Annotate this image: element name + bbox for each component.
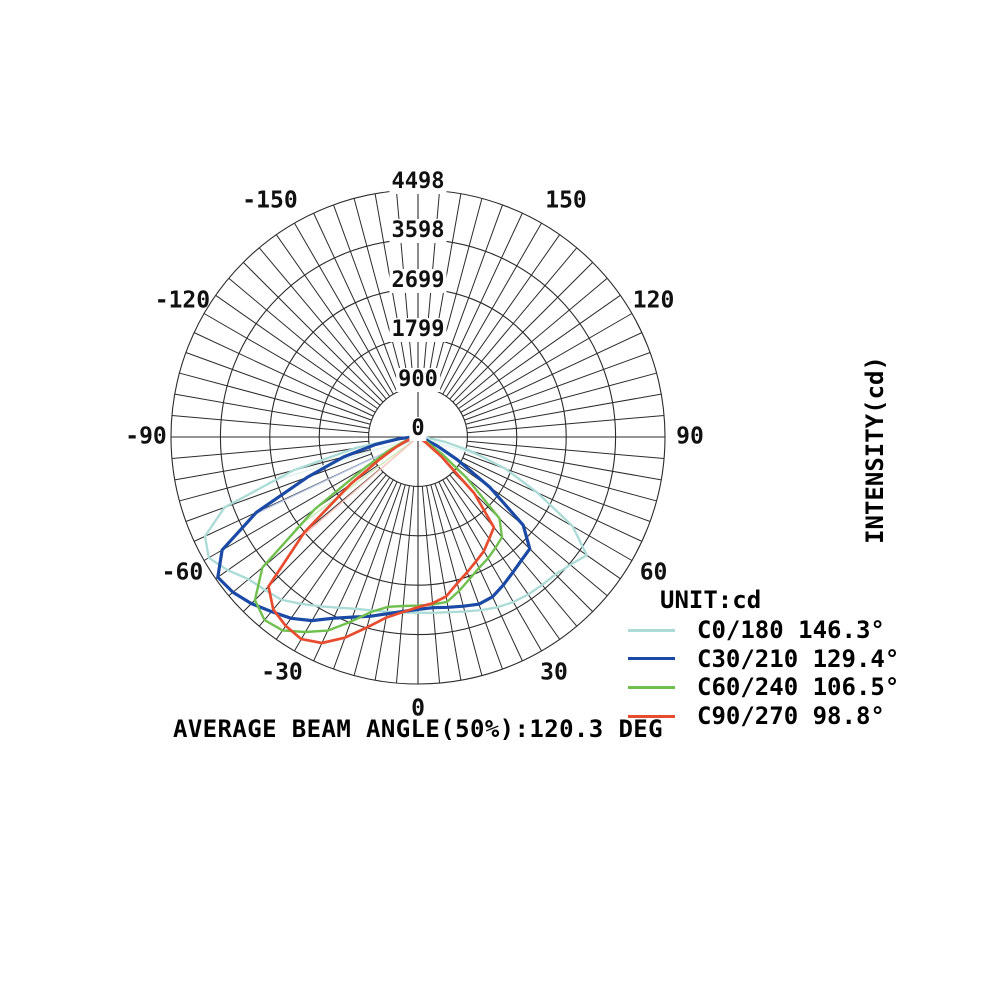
- grid-spoke: [374, 485, 410, 681]
- radial-tick-label-3598: 3598: [389, 218, 447, 244]
- grid-spoke: [449, 247, 578, 400]
- beam-ray-C60-240: [294, 436, 419, 530]
- grid-spoke: [421, 486, 441, 684]
- grid-spoke: [171, 414, 369, 434]
- grid-spoke: [179, 372, 371, 425]
- angle-tick-label-120: 120: [632, 287, 675, 314]
- grid-spoke: [434, 483, 503, 670]
- grid-spoke: [449, 474, 578, 627]
- grid-spoke: [434, 204, 503, 391]
- grid-spoke: [445, 234, 561, 397]
- angle-tick-label--150: -150: [242, 187, 298, 214]
- legend-swatch-C0-180: [628, 628, 675, 632]
- average-beam-angle-label: AVERAGE BEAM ANGLE(50%):120.3 DEG: [172, 715, 664, 743]
- angle-tick-label--30: -30: [261, 659, 303, 686]
- angle-tick-label-30: 30: [540, 659, 568, 686]
- grid-spoke: [467, 440, 665, 460]
- legend-label-C60-240: C60/240 106.5°: [697, 673, 900, 702]
- grid-spoke: [215, 294, 378, 410]
- grid-spoke: [438, 212, 523, 393]
- grid-spoke: [442, 222, 542, 395]
- grid-spoke: [466, 445, 662, 481]
- legend-item-C60-240: C60/240 106.5°: [628, 673, 899, 702]
- grid-spoke: [242, 471, 384, 613]
- grid-spoke: [430, 484, 483, 676]
- grid-spoke: [353, 484, 406, 676]
- grid-spoke: [465, 449, 657, 502]
- angle-tick-label--60: -60: [161, 559, 204, 586]
- grid-spoke: [460, 313, 633, 413]
- grid-spoke: [174, 445, 370, 481]
- legend-items: C0/180 146.3° C30/210 129.4° C60/240 106.5…: [628, 616, 899, 730]
- grid-spoke: [445, 477, 561, 640]
- grid-spoke: [430, 198, 483, 390]
- legend-label-C90-270: C90/270 98.8°: [697, 702, 885, 731]
- beam-ray-C90-270: [299, 436, 419, 539]
- beam-ray-C0-180: [267, 436, 419, 484]
- grid-spoke: [275, 477, 391, 640]
- radial-tick-label-900: 900: [396, 366, 440, 392]
- grid-spoke: [185, 453, 372, 522]
- grid-spoke: [464, 352, 651, 421]
- grid-spoke: [294, 479, 394, 652]
- angle-tick-label-90: 90: [676, 423, 704, 450]
- radial-axis-title: INTENSITY(cd): [861, 356, 889, 544]
- legend-swatch-C30-210: [628, 657, 675, 661]
- grid-spoke: [426, 485, 462, 681]
- grid-spoke: [193, 332, 374, 417]
- grid-spoke: [171, 440, 369, 460]
- grid-spoke: [455, 277, 608, 406]
- grid-spoke: [462, 457, 643, 542]
- legend-label-C30-210: C30/210 129.4°: [697, 644, 900, 673]
- grid-spoke: [467, 414, 665, 434]
- grid-spoke: [174, 393, 370, 429]
- grid-spoke: [353, 198, 406, 390]
- legend-swatch-C90-270: [628, 714, 675, 718]
- legend: UNIT:cd C0/180 146.3° C30/210 129.4° C60/2…: [628, 586, 899, 730]
- grid-spoke: [294, 222, 394, 395]
- legend-unit-label: UNIT:cd: [660, 586, 762, 614]
- radial-tick-label-1799: 1799: [389, 317, 447, 343]
- grid-spoke: [464, 453, 651, 522]
- grid-spoke: [462, 332, 643, 417]
- legend-item-C0-180: C0/180 146.3°: [628, 616, 899, 645]
- grid-spoke: [452, 261, 594, 403]
- grid-spoke: [458, 294, 621, 410]
- radial-tick-label-4498: 4498: [389, 169, 447, 194]
- grid-spoke: [228, 277, 381, 406]
- grid-spoke: [203, 313, 376, 413]
- legend-item-C30-210: C30/210 129.4°: [628, 645, 899, 674]
- angle-tick-label-0: 0: [411, 695, 425, 722]
- grid-spoke: [242, 261, 384, 403]
- grid-spoke: [258, 247, 387, 400]
- angle-tick-label-150: 150: [545, 187, 587, 214]
- grid-spoke: [203, 461, 376, 561]
- legend-swatch-C60-240: [628, 685, 675, 689]
- legend-item-C90-270: C90/270 98.8°: [628, 702, 899, 731]
- legend-label-C0-180: C0/180 146.3°: [697, 616, 885, 645]
- angle-tick-label-60: 60: [639, 559, 668, 586]
- grid-spoke: [313, 212, 398, 393]
- grid-spoke: [455, 468, 608, 597]
- grid-spoke: [275, 234, 391, 397]
- grid-spoke: [395, 486, 415, 684]
- angle-tick-label--90: -90: [125, 423, 167, 450]
- grid-spoke: [438, 481, 523, 662]
- radial-tick-label-2699: 2699: [389, 267, 447, 293]
- curve-C0-180: [203, 435, 588, 615]
- grid-spoke: [258, 474, 387, 627]
- curve-C90-270: [267, 435, 496, 645]
- curve-C60-240: [253, 435, 504, 634]
- angle-tick-label--120: -120: [154, 287, 211, 314]
- grid-spoke: [460, 461, 633, 561]
- radial-tick-label-0: 0: [409, 416, 427, 441]
- grid-spoke: [185, 352, 372, 421]
- grid-spoke: [466, 393, 662, 429]
- grid-spoke: [465, 372, 657, 425]
- grid-spoke: [333, 204, 402, 391]
- grid-spoke: [442, 479, 542, 652]
